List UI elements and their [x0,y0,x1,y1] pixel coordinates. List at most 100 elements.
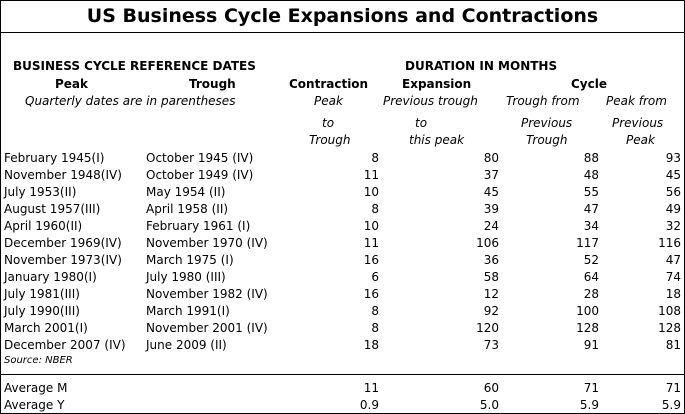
row-5-expansion: 24 [483,219,499,233]
average-y-cycle-trough: 5.9 [579,398,599,412]
trough-header: Trough [189,77,236,91]
row-9-contraction: 16 [363,287,379,301]
contraction-sub-3: Trough [309,133,351,147]
row-4-trough: April 1958 (II) [146,202,229,216]
row-8-cycle-trough: 64 [583,270,599,284]
source-note: Source: NBER [4,355,73,366]
row-10-cycle-trough: 100 [576,304,599,318]
average-m-cycle-trough: 71 [583,381,599,395]
row-1-expansion: 80 [483,151,499,165]
row-11-cycle-trough: 128 [576,321,599,335]
row-6-trough: November 1970 (IV) [146,236,268,250]
cycle-peak-sub-3: Peak [626,133,655,147]
contraction-sub-1: Peak [314,94,343,108]
row-3-cycle-trough: 55 [583,185,599,199]
cycle-trough-sub-3: Trough [526,133,568,147]
average-m-expansion: 60 [483,381,499,395]
expansion-sub-2: to [415,116,428,130]
row-4-cycle-trough: 47 [583,202,599,216]
row-2-peak: November 1948(IV) [4,168,122,182]
row-3-peak: July 1953(II) [4,185,77,199]
row-11-cycle-peak: 128 [658,321,681,335]
row-8-contraction: 6 [371,270,379,284]
average-y-contraction: 0.9 [359,398,379,412]
row-6-peak: December 1969(IV) [4,236,122,250]
row-12-trough: June 2009 (II) [146,338,227,352]
quarterly-note: Quarterly dates are in parentheses [25,94,236,108]
cycle-peak-sub-2: Previous [612,116,664,130]
row-4-expansion: 39 [483,202,499,216]
row-7-cycle-peak: 47 [665,253,681,267]
averages-divider [1,374,684,375]
row-10-expansion: 92 [483,304,499,318]
average-m-cycle-peak: 71 [665,381,681,395]
row-11-contraction: 8 [371,321,379,335]
row-6-cycle-peak: 116 [658,236,681,250]
row-8-trough: July 1980 (III) [146,270,226,284]
row-7-contraction: 16 [363,253,379,267]
row-10-contraction: 8 [371,304,379,318]
row-2-contraction: 11 [363,168,379,182]
row-10-cycle-peak: 108 [658,304,681,318]
row-5-peak: April 1960(II) [4,219,83,233]
expansion-sub-3: this peak [409,133,465,147]
cycle-trough-sub-2: Previous [521,116,573,130]
page-title: US Business Cycle Expansions and Contrac… [86,5,599,27]
row-11-peak: March 2001(I) [4,321,88,335]
contraction-header: Contraction [289,77,369,91]
row-3-cycle-peak: 56 [665,185,681,199]
row-10-trough: March 1991(I) [146,304,230,318]
average-m-contraction: 11 [363,381,379,395]
row-10-peak: July 1990(III) [4,304,80,318]
row-9-cycle-trough: 28 [583,287,599,301]
cycle-trough-sub-1: Trough from [506,94,580,108]
row-12-expansion: 73 [483,338,499,352]
row-7-peak: November 1973(IV) [4,253,122,267]
row-4-peak: August 1957(III) [4,202,101,216]
row-1-cycle-trough: 88 [583,151,599,165]
row-7-cycle-trough: 52 [583,253,599,267]
row-5-trough: February 1961 (I) [146,219,251,233]
row-1-contraction: 8 [371,151,379,165]
row-8-expansion: 58 [483,270,499,284]
row-8-peak: January 1980(I) [4,270,97,284]
row-2-expansion: 37 [483,168,499,182]
average-y-expansion: 5.0 [479,398,499,412]
row-3-trough: May 1954 (II) [146,185,226,199]
average-y-label: Average Y [4,398,65,412]
row-11-trough: November 2001 (IV) [146,321,268,335]
row-12-peak: December 2007 (IV) [4,338,126,352]
contraction-sub-2: to [322,116,335,130]
row-6-contraction: 11 [363,236,379,250]
peak-header: Peak [55,77,89,91]
row-1-cycle-peak: 93 [665,151,681,165]
row-9-cycle-peak: 18 [665,287,681,301]
ref-dates-header: BUSINESS CYCLE REFERENCE DATES [13,59,256,73]
row-9-expansion: 12 [483,287,499,301]
row-1-peak: February 1945(I) [4,151,105,165]
title-divider [1,32,684,33]
average-m-label: Average M [4,381,68,395]
row-5-cycle-trough: 34 [583,219,599,233]
cycle-header: Cycle [571,77,607,91]
row-7-trough: March 1975 (I) [146,253,234,267]
row-4-contraction: 8 [371,202,379,216]
expansion-header: Expansion [402,77,472,91]
cycle-peak-sub-1: Peak from [606,94,667,108]
row-4-cycle-peak: 49 [665,202,681,216]
row-2-cycle-peak: 45 [665,168,681,182]
row-6-expansion: 106 [476,236,499,250]
row-2-trough: October 1949 (IV) [146,168,254,182]
row-6-cycle-trough: 117 [576,236,599,250]
row-5-cycle-peak: 32 [665,219,681,233]
row-5-contraction: 10 [363,219,379,233]
row-9-peak: July 1981(III) [4,287,80,301]
row-11-expansion: 120 [476,321,499,335]
row-12-contraction: 18 [363,338,379,352]
row-1-trough: October 1945 (IV) [146,151,254,165]
duration-header: DURATION IN MONTHS [405,59,558,73]
row-9-trough: November 1982 (IV) [146,287,268,301]
row-8-cycle-peak: 74 [665,270,681,284]
row-12-cycle-trough: 91 [583,338,599,352]
